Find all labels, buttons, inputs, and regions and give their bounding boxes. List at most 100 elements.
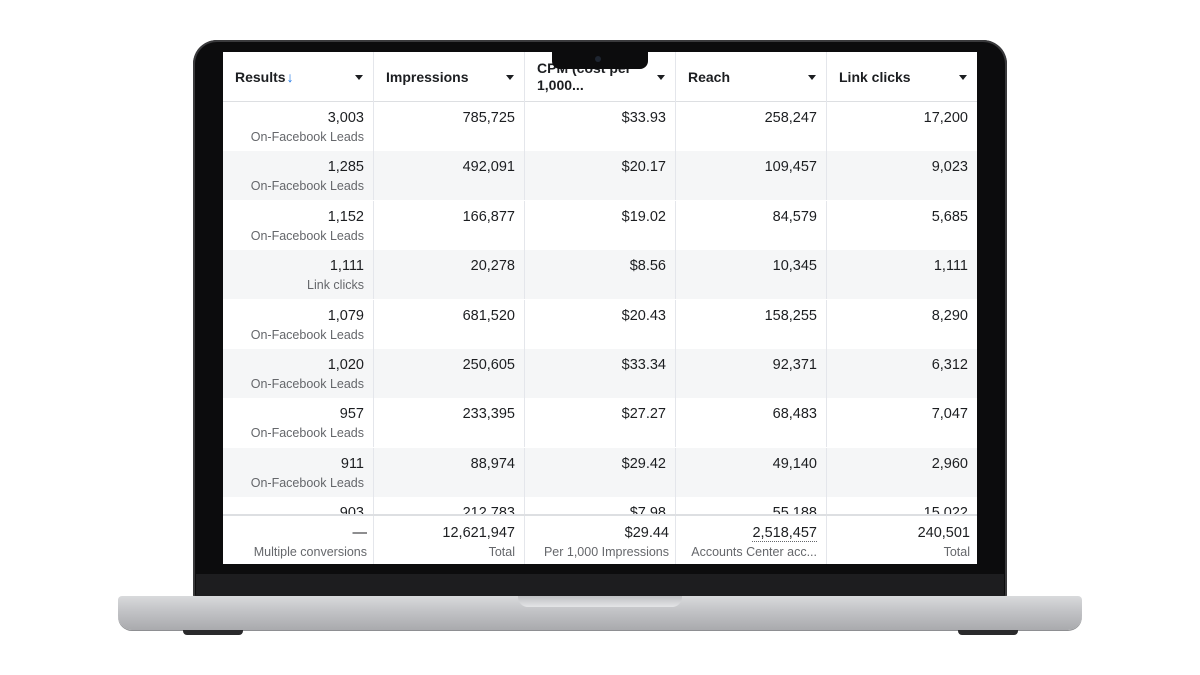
cell-reach: 55,188 [676, 497, 827, 514]
summary-cpm-value: $29.44 [624, 525, 669, 541]
cell-impressions: 88,974 [374, 447, 525, 497]
table-row[interactable]: 1,111 Link clicks 20,278 $8.56 10,345 1,111 [223, 250, 977, 300]
laptop-foot-right [958, 630, 1018, 635]
cell-impressions: 681,520 [374, 299, 525, 349]
summary-reach: 2,518,457 Accounts Center acc... [676, 516, 827, 564]
reach-value: 109,457 [764, 159, 817, 176]
column-header-results[interactable]: Results↓ [223, 52, 374, 102]
table-row[interactable]: 3,003 On-Facebook Leads 785,725 $33.93 258,2… [223, 102, 977, 151]
link-clicks-value: 2,960 [931, 455, 968, 472]
ads-table: Results↓ Impressions CPM (cost per 1,000… [223, 52, 977, 564]
screen-bezel-bottom [196, 574, 1004, 596]
cell-reach: 68,483 [676, 398, 827, 448]
summary-results-label: Multiple conversions [253, 545, 367, 559]
cpm-value: $20.43 [621, 307, 666, 324]
result-type-label: On-Facebook Leads [250, 377, 364, 391]
link-clicks-value: 15,022 [923, 505, 968, 514]
reach-value: 10,345 [772, 258, 817, 275]
cell-impressions: 20,278 [374, 250, 525, 300]
cell-results: 1,079 On-Facebook Leads [223, 299, 374, 349]
reach-value: 92,371 [772, 357, 817, 373]
cell-cpm: $8.56 [525, 250, 676, 300]
cell-cpm: $20.43 [525, 299, 676, 349]
summary-cpm-label: Per 1,000 Impressions [543, 545, 669, 559]
table-row[interactable]: 1,020 On-Facebook Leads 250,605 $33.34 92,37… [223, 349, 977, 398]
result-type-label: Link clicks [307, 278, 364, 293]
cpm-value: $27.27 [621, 406, 666, 423]
cpm-value: $20.17 [621, 159, 666, 176]
column-label: Link clicks [839, 68, 911, 85]
result-type-label: On-Facebook Leads [250, 179, 364, 194]
cell-reach: 49,140 [676, 447, 827, 497]
cell-reach: 258,247 [676, 102, 827, 151]
cell-impressions: 166,877 [374, 200, 525, 250]
table-row[interactable]: 1,285 On-Facebook Leads 492,091 $20.17 109,4… [223, 151, 977, 201]
column-dropdown-icon[interactable] [355, 74, 363, 80]
impressions-value: 785,725 [462, 110, 515, 126]
cpm-value: $19.02 [621, 208, 666, 225]
link-clicks-value: 1,111 [933, 258, 968, 275]
cell-results: 1,020 On-Facebook Leads [223, 349, 374, 398]
table-row[interactable]: 1,152 On-Facebook Leads 166,877 $19.02 84,57… [223, 200, 977, 250]
cell-results: 957 On-Facebook Leads [223, 398, 374, 448]
cell-link-clicks: 8,290 [827, 300, 977, 349]
cell-cpm: $33.93 [525, 102, 676, 151]
result-type-label: On-Facebook Leads [250, 228, 364, 243]
summary-link-clicks: 240,501 Total [827, 516, 977, 564]
cell-cpm: $33.34 [525, 349, 676, 398]
column-header-impressions[interactable]: Impressions [374, 52, 525, 102]
table-header: Results↓ Impressions CPM (cost per 1,000… [223, 52, 977, 102]
cell-impressions: 492,091 [374, 151, 525, 201]
cell-results: 903 [223, 497, 374, 514]
column-label: Impressions [386, 68, 469, 85]
cpm-value: $7.98 [629, 505, 666, 514]
result-type-label: On-Facebook Leads [250, 327, 364, 342]
summary-link-clicks-label: Total [943, 545, 970, 559]
cell-link-clicks: 2,960 [827, 448, 977, 497]
summary-impressions: 12,621,947 Total [374, 516, 525, 564]
cell-cpm: $7.98 [525, 497, 676, 514]
summary-link-clicks-value: 240,501 [917, 525, 970, 541]
column-dropdown-icon[interactable] [959, 74, 967, 80]
results-value: 911 [340, 455, 364, 472]
cell-cpm: $29.42 [525, 447, 676, 497]
cell-cpm: $27.27 [525, 398, 676, 448]
link-clicks-value: 5,685 [931, 208, 968, 225]
sort-descending-icon[interactable]: ↓ [286, 68, 294, 85]
cell-impressions: 785,725 [374, 102, 525, 151]
reach-value: 68,483 [772, 406, 817, 423]
cell-link-clicks: 17,200 [827, 102, 977, 151]
reach-value: 158,255 [764, 307, 817, 324]
impressions-value: 250,605 [462, 357, 515, 373]
cell-results: 1,285 On-Facebook Leads [223, 151, 374, 201]
impressions-value: 212,783 [462, 505, 515, 514]
cell-reach: 10,345 [676, 250, 827, 300]
table-row[interactable]: 911 On-Facebook Leads 88,974 $29.42 49,140 2,… [223, 447, 977, 497]
laptop-foot-left [183, 630, 243, 635]
cpm-value: $33.93 [621, 110, 666, 126]
column-header-link-clicks[interactable]: Link clicks [827, 52, 977, 102]
table-row[interactable]: 957 On-Facebook Leads 233,395 $27.27 68,483 7… [223, 398, 977, 448]
impressions-value: 88,974 [470, 455, 515, 472]
results-value: 903 [339, 505, 364, 514]
impressions-value: 20,278 [470, 258, 515, 275]
results-value: 1,111 [329, 258, 364, 275]
table-row[interactable]: 903 212,783 $7.98 55,188 15,022 [223, 497, 977, 514]
cell-reach: 109,457 [676, 151, 827, 201]
column-dropdown-icon[interactable] [657, 74, 665, 80]
summary-cpm: $29.44 Per 1,000 Impressions [525, 516, 676, 564]
summary-impressions-label: Total [488, 545, 515, 559]
table-row[interactable]: 1,079 On-Facebook Leads 681,520 $20.43 158,2… [223, 299, 977, 349]
reach-value: 84,579 [772, 208, 817, 225]
cell-reach: 92,371 [676, 349, 827, 398]
column-dropdown-icon[interactable] [808, 74, 816, 80]
reach-value: 258,247 [764, 110, 817, 126]
column-header-reach[interactable]: Reach [676, 52, 827, 102]
summary-reach-value[interactable]: 2,518,457 [752, 525, 817, 542]
cell-results: 3,003 On-Facebook Leads [223, 102, 374, 151]
cell-results: 911 On-Facebook Leads [223, 447, 374, 497]
results-value: 957 [339, 406, 364, 423]
column-dropdown-icon[interactable] [506, 74, 514, 80]
summary-results-value: — [352, 525, 368, 541]
cell-link-clicks: 9,023 [827, 151, 977, 200]
